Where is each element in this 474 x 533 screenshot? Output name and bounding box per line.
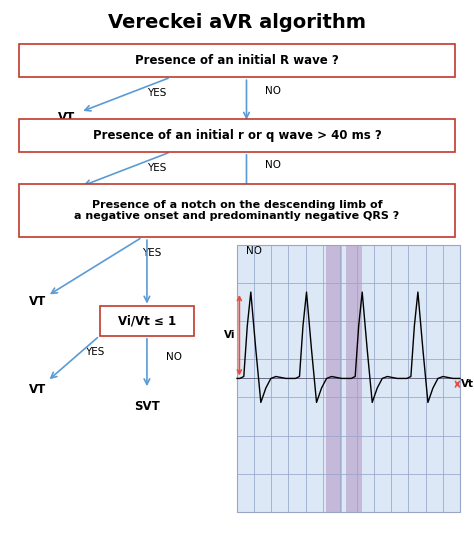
Text: YES: YES (142, 248, 161, 258)
Text: SVT: SVT (134, 400, 160, 413)
Text: YES: YES (147, 88, 166, 98)
Text: Presence of a notch on the descending limb of
a negative onset and predominantly: Presence of a notch on the descending li… (74, 200, 400, 221)
Bar (326, 245, 342, 512)
Text: NO: NO (166, 352, 182, 362)
Text: VT: VT (58, 111, 75, 124)
FancyBboxPatch shape (19, 44, 455, 77)
Text: NO: NO (265, 160, 282, 170)
Text: NO: NO (246, 246, 263, 255)
Text: Presence of an initial r or q wave > 40 ms ?: Presence of an initial r or q wave > 40 … (92, 129, 382, 142)
Text: Vi: Vi (224, 330, 236, 340)
FancyBboxPatch shape (19, 184, 455, 237)
Bar (346, 245, 362, 512)
FancyBboxPatch shape (19, 119, 455, 152)
Text: Vi/Vt ≤ 1: Vi/Vt ≤ 1 (118, 314, 176, 328)
Text: VT: VT (58, 185, 75, 198)
Text: Vt: Vt (461, 379, 474, 389)
Text: YES: YES (85, 347, 104, 357)
Text: Presence of an initial R wave ?: Presence of an initial R wave ? (135, 54, 339, 67)
Text: Vereckei aVR algorithm: Vereckei aVR algorithm (108, 13, 366, 33)
FancyBboxPatch shape (100, 306, 194, 336)
Text: VT: VT (29, 383, 46, 395)
FancyBboxPatch shape (237, 245, 460, 512)
Text: YES: YES (147, 163, 166, 173)
Text: VT: VT (29, 295, 46, 308)
Text: NO: NO (265, 86, 282, 95)
